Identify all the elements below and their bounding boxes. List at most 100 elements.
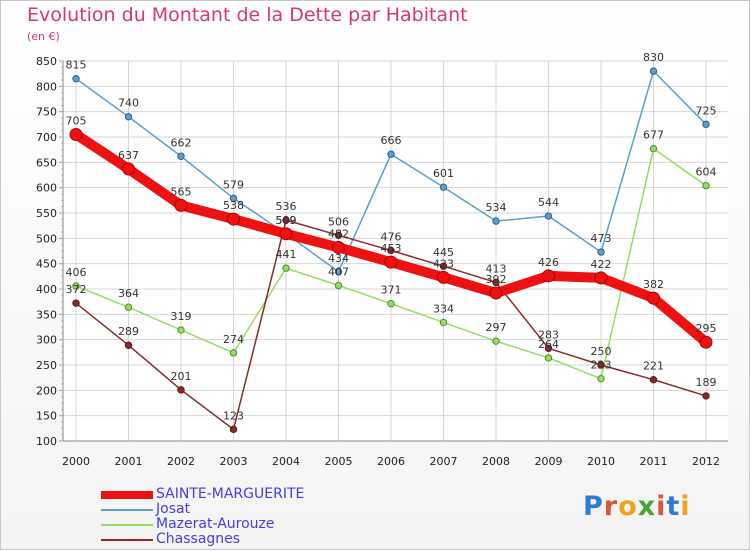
data-label: 371 — [381, 284, 402, 297]
data-point — [229, 194, 238, 203]
data-label: 434 — [328, 252, 349, 265]
data-point — [387, 299, 395, 308]
data-point — [124, 341, 133, 349]
y-tick-label: 550 — [36, 207, 57, 220]
data-point — [542, 269, 555, 283]
x-tick-label: 2012 — [692, 455, 720, 468]
plot-area — [63, 61, 728, 441]
data-label: 506 — [328, 215, 349, 228]
data-point — [177, 386, 185, 394]
data-label: 509 — [276, 214, 297, 227]
y-tick-label: 100 — [36, 435, 57, 448]
data-point — [387, 246, 395, 255]
data-label: 297 — [486, 321, 507, 334]
data-label: 319 — [171, 310, 192, 323]
data-point — [597, 374, 605, 383]
y-tick-label: 350 — [36, 308, 57, 321]
data-label: 392 — [486, 273, 507, 286]
data-label: 295 — [696, 322, 717, 335]
y-tick-label: 150 — [36, 410, 57, 423]
data-label: 441 — [276, 248, 297, 261]
data-point — [124, 113, 133, 121]
logo-letter: t — [666, 491, 681, 522]
chart-title: Evolution du Montant de la Dette par Hab… — [27, 4, 468, 26]
data-point — [387, 150, 395, 158]
data-label: 536 — [276, 200, 297, 213]
data-point — [124, 303, 133, 311]
y-tick-label: 400 — [36, 283, 57, 296]
data-label: 189 — [696, 376, 717, 389]
data-label: 476 — [381, 230, 402, 243]
data-label: 289 — [118, 325, 139, 338]
legend-label: Chassagnes — [156, 531, 241, 547]
data-point — [282, 264, 290, 272]
data-label: 815 — [66, 59, 87, 72]
data-label: 445 — [433, 246, 454, 259]
x-tick-label: 2011 — [640, 455, 668, 468]
y-tick-label: 850 — [36, 55, 57, 68]
data-point — [72, 282, 80, 290]
x-tick-label: 2000 — [62, 455, 90, 468]
data-point — [649, 375, 658, 384]
data-label: 250 — [591, 345, 612, 358]
data-point — [334, 231, 343, 239]
data-label: 473 — [591, 232, 612, 245]
y-tick-label: 800 — [36, 80, 57, 93]
unit-label: (en €) — [27, 30, 60, 43]
data-point — [174, 198, 188, 212]
data-point — [597, 361, 605, 369]
data-point — [439, 318, 448, 327]
legend-label: Josat — [156, 501, 191, 517]
data-point — [489, 286, 503, 300]
legend-label: Mazerat-Aurouze — [156, 516, 275, 532]
data-point — [702, 120, 710, 129]
y-tick-label: 450 — [36, 258, 57, 271]
y-tick-label: 750 — [36, 106, 57, 119]
data-point — [282, 216, 290, 224]
data-label: 123 — [223, 409, 244, 422]
data-point — [492, 278, 500, 287]
logo-letter: r — [603, 491, 619, 522]
data-label: 283 — [538, 328, 559, 341]
data-point — [492, 337, 500, 345]
data-label: 666 — [381, 134, 402, 147]
y-tick-label: 500 — [36, 232, 57, 245]
data-point — [594, 271, 608, 285]
logo-letter: P — [583, 491, 604, 522]
y-tick-label: 200 — [36, 384, 57, 397]
data-point — [437, 270, 450, 284]
data-point — [597, 248, 605, 256]
data-label: 223 — [591, 359, 612, 372]
data-label: 740 — [118, 97, 139, 110]
data-point — [702, 181, 710, 190]
data-label: 830 — [643, 51, 664, 64]
logo-letter: i — [656, 491, 667, 522]
data-point — [279, 227, 293, 241]
data-point — [332, 240, 345, 254]
data-point — [227, 212, 240, 226]
x-tick-label: 2002 — [167, 455, 195, 468]
data-label: 579 — [223, 178, 244, 191]
x-tick-label: 2007 — [430, 455, 458, 468]
data-point — [649, 67, 658, 75]
legend-swatch — [101, 524, 153, 526]
data-label: 382 — [643, 278, 664, 291]
legend-swatch — [101, 509, 153, 511]
data-label: 509 — [276, 214, 297, 227]
data-label: 406 — [66, 266, 87, 279]
data-label: 662 — [171, 136, 192, 149]
data-label: 264 — [538, 338, 559, 351]
data-label: 565 — [171, 185, 192, 198]
data-label: 201 — [171, 370, 192, 383]
logo-letter: x — [637, 491, 657, 522]
data-label: 601 — [433, 167, 454, 180]
data-point — [544, 344, 553, 352]
data-point — [177, 152, 185, 160]
data-label: 364 — [118, 287, 139, 300]
y-tick-label: 650 — [36, 156, 57, 169]
data-point — [492, 217, 500, 225]
data-point — [177, 326, 185, 334]
data-label: 705 — [66, 114, 87, 127]
x-tick-label: 2006 — [377, 455, 405, 468]
